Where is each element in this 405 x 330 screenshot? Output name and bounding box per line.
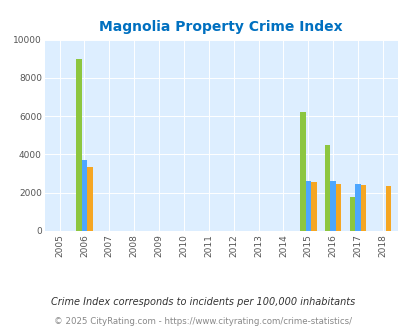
Bar	[310, 182, 316, 231]
Bar	[349, 197, 354, 231]
Bar	[76, 59, 81, 231]
Bar	[81, 160, 87, 231]
Bar	[299, 112, 305, 231]
Bar	[385, 186, 390, 231]
Bar	[305, 181, 310, 231]
Text: Crime Index corresponds to incidents per 100,000 inhabitants: Crime Index corresponds to incidents per…	[51, 297, 354, 307]
Bar	[335, 184, 341, 231]
Title: Magnolia Property Crime Index: Magnolia Property Crime Index	[99, 20, 342, 34]
Bar	[87, 167, 92, 231]
Bar	[360, 185, 365, 231]
Bar	[354, 184, 360, 231]
Text: © 2025 CityRating.com - https://www.cityrating.com/crime-statistics/: © 2025 CityRating.com - https://www.city…	[54, 317, 351, 326]
Bar	[330, 181, 335, 231]
Bar	[324, 145, 330, 231]
